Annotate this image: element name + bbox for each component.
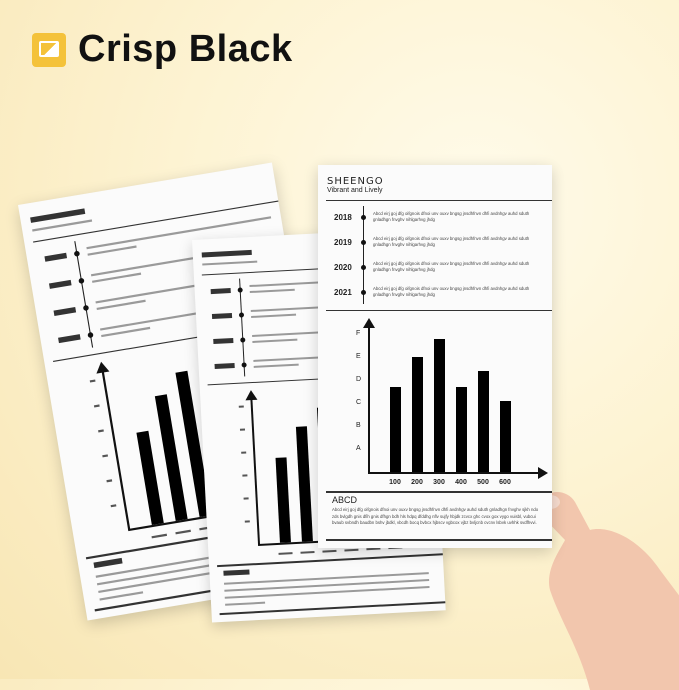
x-tick-shape xyxy=(300,551,315,554)
bar xyxy=(456,386,467,472)
y-axis-arrow xyxy=(363,318,375,328)
timeline-text: Abcd eirj goj dfg oifgnois dfnoi unv oux… xyxy=(373,286,530,297)
tagline: Vibrant and Lively xyxy=(327,187,383,194)
y-tick-label: E xyxy=(356,353,361,360)
timeline-year-shape xyxy=(48,279,72,289)
timeline-text: Abcd eirj goj dfg oifgnois dfnoi unv oux… xyxy=(373,261,530,272)
bar xyxy=(412,357,423,472)
x-tick-label: 200 xyxy=(411,479,423,486)
y-tick-label: F xyxy=(356,330,361,337)
y-tick-shape xyxy=(93,404,100,408)
tagline-shape xyxy=(32,219,93,232)
brand-logo: SHEENGO xyxy=(327,176,384,187)
paragraph-line-shape xyxy=(99,591,144,601)
bar xyxy=(478,370,489,472)
x-tick-label: 500 xyxy=(477,479,489,486)
x-tick-label: 100 xyxy=(389,479,401,486)
timeline-dot xyxy=(73,250,81,257)
timeline-year-shape xyxy=(213,337,234,345)
brand-logo-shape xyxy=(201,249,252,258)
timeline-year-shape xyxy=(58,334,81,344)
y-tick-shape xyxy=(243,497,249,500)
page-title: Crisp Black xyxy=(78,28,293,70)
bar xyxy=(500,400,511,472)
x-tick-shape xyxy=(322,549,337,553)
timeline-year-shape xyxy=(214,362,235,369)
y-tick-shape xyxy=(98,429,104,433)
y-tick-shape xyxy=(106,479,113,483)
timeline-year-shape xyxy=(44,252,68,262)
brand-logo-shape xyxy=(30,208,86,223)
timeline-year-shape xyxy=(211,313,233,320)
divider xyxy=(326,310,552,311)
divider xyxy=(217,553,443,567)
timeline-line xyxy=(363,206,364,304)
paragraph-line-shape xyxy=(225,601,266,606)
timeline-dot xyxy=(240,337,246,343)
y-axis xyxy=(250,397,260,545)
y-tick-shape xyxy=(102,454,109,458)
timeline-dot xyxy=(361,290,366,295)
x-tick-shape xyxy=(278,552,293,555)
y-tick-label: D xyxy=(356,376,362,383)
x-tick-shape xyxy=(344,548,359,552)
y-tick-label: C xyxy=(356,399,362,406)
x-tick-shape xyxy=(151,533,168,539)
x-axis xyxy=(368,472,540,474)
x-axis-arrow xyxy=(538,467,548,479)
timeline-year: 2019 xyxy=(334,238,352,247)
timeline-dot xyxy=(361,265,366,270)
y-tick-shape xyxy=(244,520,250,523)
timeline-dot xyxy=(82,304,90,312)
y-tick-label: B xyxy=(356,422,361,429)
divider xyxy=(326,491,552,493)
x-tick-label: 400 xyxy=(455,479,467,486)
tagline-shape xyxy=(202,260,258,266)
x-tick-shape xyxy=(175,529,191,535)
bar xyxy=(295,426,313,542)
timeline-text: Abcd eirj goj dfg oifgnois dfnoi unv oux… xyxy=(373,236,530,247)
y-tick-shape xyxy=(89,379,96,383)
y-tick-shape xyxy=(242,474,248,477)
timeline-dot xyxy=(361,215,366,220)
section-title: ABCD xyxy=(332,495,358,505)
section-title-shape xyxy=(223,569,250,576)
timeline-dot xyxy=(361,240,366,245)
timeline-dot xyxy=(238,312,245,318)
paragraph-line-shape xyxy=(223,572,429,585)
y-tick-shape xyxy=(241,451,247,454)
x-tick-label: 600 xyxy=(499,479,511,486)
timeline-year: 2018 xyxy=(334,213,352,222)
divider xyxy=(326,200,552,201)
section-paragraph: Abcd eirj goj dfg oifgnois dfnoi unv oux… xyxy=(332,507,539,525)
y-tick-shape xyxy=(238,405,244,408)
timeline-dot xyxy=(237,287,243,293)
timeline-text-shape xyxy=(252,338,298,343)
timeline-year: 2020 xyxy=(334,263,352,272)
bar xyxy=(136,430,164,525)
section-title-shape xyxy=(93,557,123,569)
bar xyxy=(434,338,445,472)
y-tick-label: A xyxy=(356,445,361,452)
timeline-text-shape xyxy=(251,313,297,319)
image-icon xyxy=(32,32,66,67)
header: Crisp Black xyxy=(32,28,293,71)
timeline-year-shape xyxy=(210,288,231,295)
timeline-year-shape xyxy=(53,306,77,317)
timeline-dot xyxy=(78,277,85,284)
bar xyxy=(390,386,401,472)
y-tick-shape xyxy=(110,504,117,508)
y-tick-shape xyxy=(239,428,246,431)
timeline-text-shape xyxy=(249,288,295,294)
timeline-year: 2021 xyxy=(334,288,352,297)
divider xyxy=(326,539,552,541)
timeline-text: Abcd eirj goj dfg oifgnois dfnoi unv oux… xyxy=(373,211,530,222)
y-axis xyxy=(368,325,370,473)
timeline-text-shape xyxy=(253,363,299,368)
printed-sheet-front: SHEENGO Vibrant and Lively 2018 Abcd eir… xyxy=(318,165,552,548)
x-tick-label: 300 xyxy=(433,479,445,486)
timeline-dot xyxy=(241,362,247,368)
timeline-dot xyxy=(87,331,94,339)
bar xyxy=(275,457,291,543)
